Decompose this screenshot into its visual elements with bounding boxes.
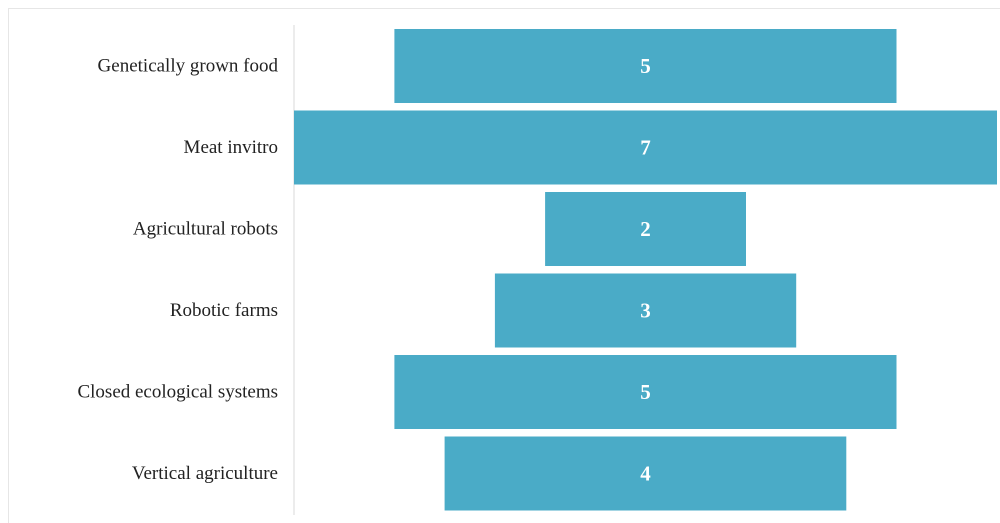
category-labels: Genetically grown food Meat invitro Agricu… — [77, 56, 278, 485]
bar-value-label: 3 — [640, 299, 651, 323]
bars — [294, 29, 997, 511]
bar-value-label: 4 — [640, 462, 651, 486]
category-label: Agricultural robots — [133, 219, 278, 240]
bar-value-label: 7 — [640, 136, 651, 160]
bar — [545, 192, 746, 266]
chart-frame — [8, 8, 1000, 523]
bar — [494, 273, 797, 348]
bar — [394, 29, 897, 103]
bar — [394, 355, 897, 429]
category-label: Robotic farms — [170, 300, 278, 321]
bar — [444, 436, 847, 511]
value-labels: 5 7 2 3 5 4 — [640, 54, 651, 486]
bar-value-label: 2 — [640, 217, 651, 241]
bar-value-label: 5 — [640, 380, 651, 404]
category-label: Closed ecological systems — [77, 382, 278, 403]
bar — [294, 110, 997, 185]
category-label: Meat invitro — [184, 137, 278, 158]
category-label: Genetically grown food — [98, 56, 279, 77]
bar-value-label: 5 — [640, 54, 651, 78]
category-label: Vertical agriculture — [132, 463, 278, 484]
